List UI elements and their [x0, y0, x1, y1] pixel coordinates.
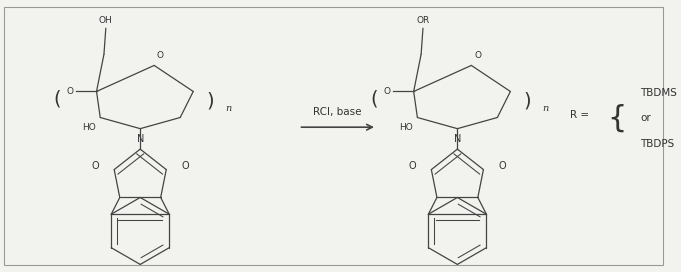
Text: O: O — [157, 51, 164, 60]
Text: (: ( — [54, 89, 61, 109]
Text: HO: HO — [82, 123, 95, 132]
Text: O: O — [383, 87, 390, 96]
Text: R =: R = — [570, 110, 589, 120]
Text: TBDMS: TBDMS — [640, 88, 677, 98]
Text: HO: HO — [399, 123, 413, 132]
Text: or: or — [640, 113, 651, 123]
Text: O: O — [409, 161, 417, 171]
Text: O: O — [181, 161, 189, 171]
Text: O: O — [498, 161, 506, 171]
Text: n: n — [542, 104, 548, 113]
Text: OR: OR — [416, 16, 430, 24]
Text: (: ( — [371, 89, 379, 109]
Text: N: N — [454, 134, 461, 144]
Text: ): ) — [206, 91, 214, 110]
Text: ): ) — [523, 91, 531, 110]
Text: N: N — [136, 134, 144, 144]
Text: O: O — [92, 161, 99, 171]
Text: TBDPS: TBDPS — [640, 139, 674, 149]
Text: O: O — [474, 51, 481, 60]
Text: OH: OH — [99, 16, 112, 24]
Text: O: O — [66, 87, 74, 96]
Text: RCl, base: RCl, base — [313, 107, 362, 118]
Text: n: n — [225, 104, 231, 113]
Text: {: { — [607, 104, 627, 133]
